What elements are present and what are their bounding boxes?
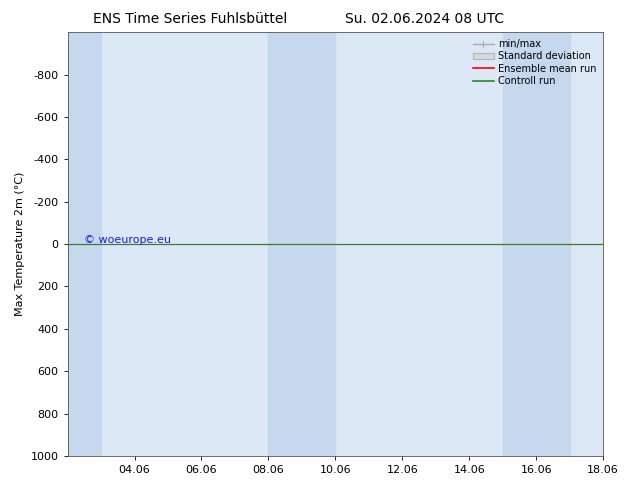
Y-axis label: Max Temperature 2m (°C): Max Temperature 2m (°C)	[15, 172, 25, 316]
Text: © woeurope.eu: © woeurope.eu	[84, 235, 171, 245]
Text: ENS Time Series Fuhlsbüttel: ENS Time Series Fuhlsbüttel	[93, 12, 287, 26]
Legend: min/max, Standard deviation, Ensemble mean run, Controll run: min/max, Standard deviation, Ensemble me…	[470, 37, 598, 88]
Bar	[503, 32, 570, 456]
Bar	[68, 32, 101, 456]
Bar	[268, 32, 335, 456]
Text: Su. 02.06.2024 08 UTC: Su. 02.06.2024 08 UTC	[346, 12, 504, 26]
